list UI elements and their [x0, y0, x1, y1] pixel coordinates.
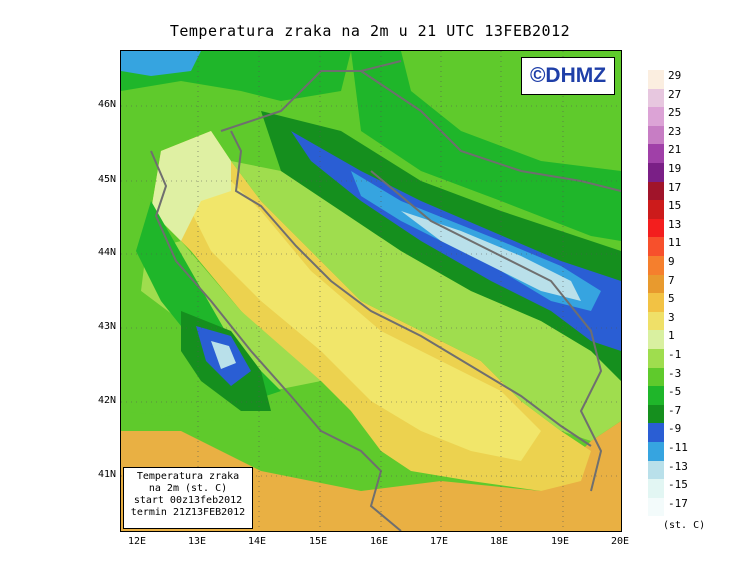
coast-zone-north: [151, 131, 231, 241]
lon-tick: 12E: [127, 536, 147, 547]
legend-label: -13: [668, 459, 688, 473]
legend-label: -17: [668, 496, 688, 510]
lon-tick: 17E: [429, 536, 449, 547]
italy-coastline: [150, 150, 402, 531]
lat-tick: 45N: [97, 174, 116, 185]
map-svg: [121, 51, 621, 531]
croatia-coastline: [230, 130, 592, 447]
legend-swatch: [648, 144, 664, 163]
legend-label: 5: [668, 292, 675, 306]
temperature-map: ©DHMZ Temperatura zraka na 2m (st. C) st…: [120, 50, 622, 532]
lon-tick: 20E: [610, 536, 630, 547]
legend-swatch: [648, 423, 664, 442]
legend-swatch: [648, 88, 664, 108]
legend-swatch: [648, 497, 664, 517]
legend-swatch: [648, 181, 664, 201]
legend-label: 13: [668, 217, 682, 231]
legend-label: -1: [668, 348, 682, 361]
apennine-frost: [211, 341, 236, 369]
lon-tick: 19E: [550, 536, 570, 547]
legend-label: -3: [668, 366, 682, 380]
legend-swatch: [648, 200, 664, 219]
lon-tick: 14E: [247, 536, 267, 547]
legend-swatch: [648, 330, 664, 349]
legend-swatch: [648, 237, 664, 256]
lat-tick: 46N: [97, 99, 116, 110]
legend-swatch: [648, 70, 664, 89]
legend-swatch: [648, 404, 664, 424]
legend-swatch: [648, 460, 664, 480]
dhmz-logo: ©DHMZ: [521, 57, 615, 95]
info-box: Temperatura zraka na 2m (st. C) start 00…: [123, 467, 253, 529]
graticule: [121, 51, 621, 531]
legend-swatch: [648, 256, 664, 275]
lon-tick: 16E: [369, 536, 389, 547]
info-line: na 2m (st. C): [148, 483, 228, 494]
legend-swatch: [648, 218, 664, 238]
legend-swatch: [648, 274, 664, 294]
legend-label: 7: [668, 273, 675, 287]
info-line: start 00z13feb2012: [133, 495, 243, 506]
alps-cold: [121, 51, 201, 76]
bih-border: [370, 170, 603, 492]
legend-units: (st. C): [663, 520, 706, 531]
legend-swatch: [648, 293, 664, 312]
legend-swatch: [648, 442, 664, 461]
legend-label: 27: [668, 87, 682, 101]
dinaric-frost: [401, 211, 581, 301]
legend-label: 3: [668, 310, 675, 324]
legend-label: 23: [668, 124, 682, 138]
legend-swatch: [648, 386, 664, 405]
legend-label: 25: [668, 106, 682, 120]
legend-swatch: [648, 367, 664, 387]
legend-label: 15: [668, 199, 682, 213]
legend-label: 11: [668, 236, 682, 250]
lat-tick: 41N: [97, 469, 116, 480]
legend-swatch: [648, 107, 664, 126]
lon-tick: 15E: [308, 536, 328, 547]
legend-label: 19: [668, 162, 682, 175]
national-borders: [220, 60, 621, 192]
legend-label: 29: [668, 69, 682, 82]
legend-swatch: [648, 349, 664, 368]
legend-label: 9: [668, 255, 675, 268]
lat-tick: 44N: [97, 247, 116, 258]
info-line: Temperatura zraka: [136, 471, 240, 482]
legend-swatch: [648, 311, 664, 331]
lat-tick: 42N: [97, 395, 116, 406]
lon-tick: 18E: [489, 536, 509, 547]
legend-label: 21: [668, 143, 682, 157]
legend-label: -15: [668, 478, 688, 492]
sea-cool-zone: [181, 171, 541, 461]
legend-label: -7: [668, 403, 682, 417]
legend-swatch: [648, 479, 664, 498]
dalmatia-coast: [231, 161, 621, 441]
legend-label: -9: [668, 422, 682, 436]
legend-swatch: [648, 163, 664, 182]
lon-tick: 13E: [187, 536, 207, 547]
legend-label: 17: [668, 180, 682, 194]
lat-tick: 43N: [97, 321, 116, 332]
info-line: termin 21Z13FEB2012: [130, 507, 246, 518]
legend-label: -5: [668, 385, 682, 399]
legend-swatch: [648, 125, 664, 145]
legend-label: -11: [668, 441, 688, 454]
italy-land: [121, 171, 321, 441]
legend-label: 1: [668, 329, 675, 343]
map-title: Temperatura zraka na 2m u 21 UTC 13FEB20…: [169, 22, 571, 40]
